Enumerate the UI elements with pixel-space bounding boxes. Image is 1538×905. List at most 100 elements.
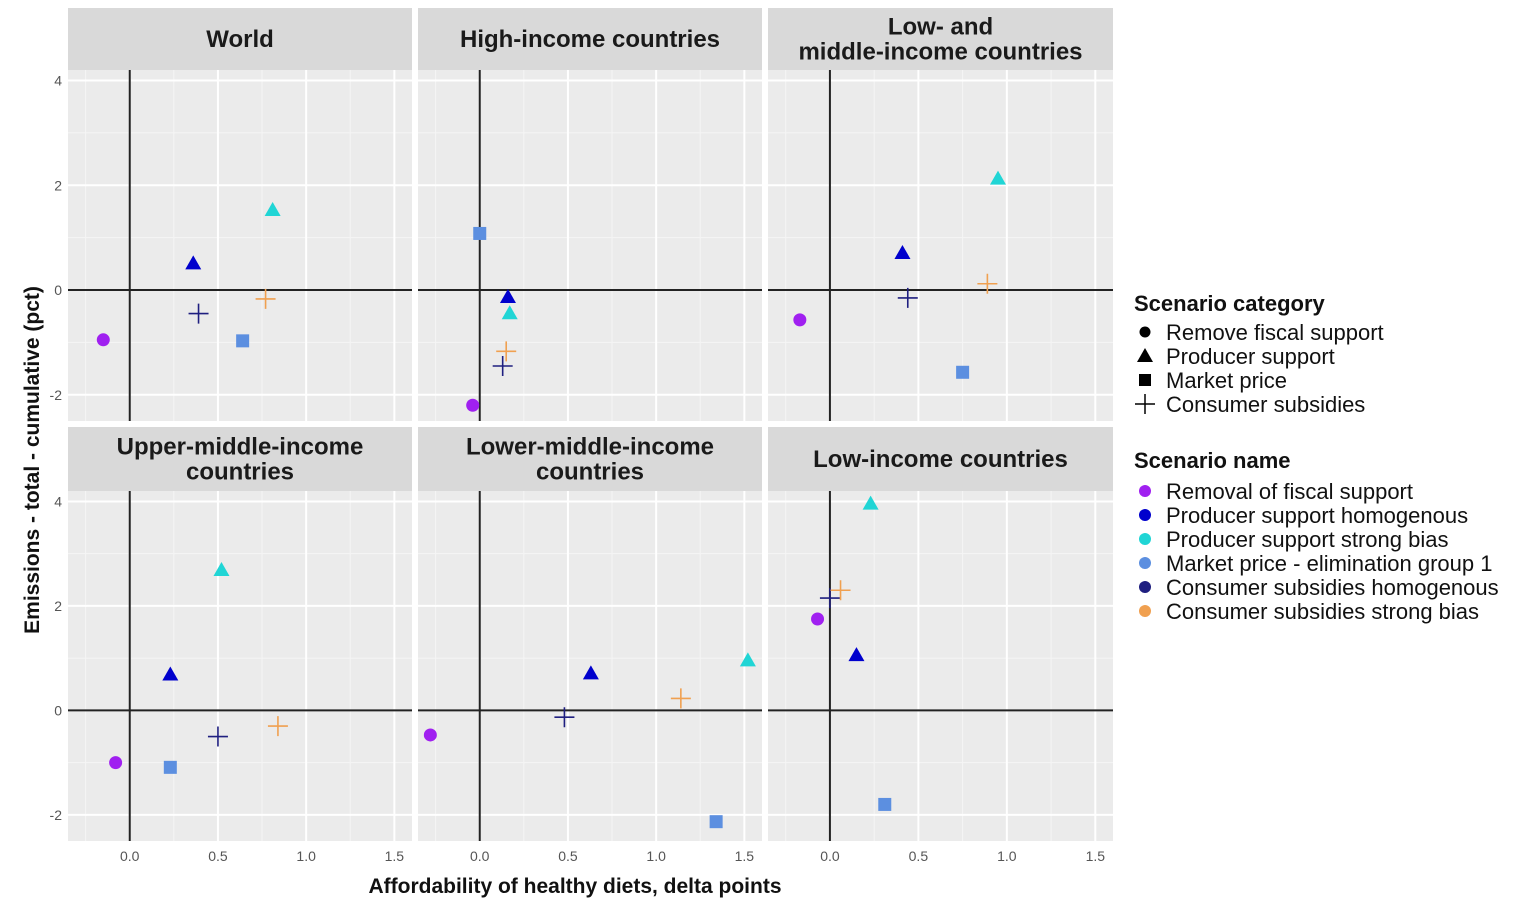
data-point	[582, 665, 599, 680]
y-tick-label: 4	[54, 493, 62, 509]
x-tick-label: 0.0	[470, 848, 490, 864]
legend-label: Consumer subsidies strong bias	[1166, 599, 1479, 624]
panel-strip	[418, 427, 762, 491]
data-point	[496, 341, 517, 362]
legend-shape-circle	[1139, 326, 1151, 338]
data-point	[236, 334, 250, 348]
data-point	[473, 226, 487, 240]
data-point	[977, 273, 998, 294]
legend-label: Market price	[1166, 368, 1287, 393]
legend-label: Producer support	[1166, 344, 1335, 369]
panel-title: middle-income countries	[798, 39, 1082, 66]
x-tick-label: 0.5	[558, 848, 578, 864]
x-tick-label: 0.5	[909, 848, 929, 864]
data-point	[501, 305, 518, 320]
legend-label: Removal of fiscal support	[1166, 479, 1413, 504]
data-point	[213, 562, 230, 577]
data-point	[185, 255, 202, 270]
data-point	[811, 612, 825, 626]
plot-background	[418, 491, 762, 841]
panel-title: Low- and	[888, 14, 993, 41]
panel-strip	[68, 427, 412, 491]
panel-strip	[418, 8, 762, 70]
legend-label: Producer support strong bias	[1166, 527, 1449, 552]
data-point	[897, 287, 918, 308]
data-point	[255, 288, 276, 309]
plot-background	[418, 70, 762, 421]
y-tick-label: -2	[50, 387, 63, 403]
plot-background	[68, 70, 412, 421]
data-point	[188, 303, 209, 324]
data-point	[163, 760, 177, 774]
legend-color-key	[1139, 581, 1151, 593]
legend-color-key	[1139, 557, 1151, 569]
legend-key	[1137, 348, 1153, 362]
data-point	[109, 756, 123, 770]
data-point	[862, 495, 879, 510]
y-axis-title: Emissions - total - cumulative (pct)	[21, 286, 44, 634]
data-point	[207, 726, 228, 747]
data-point	[956, 365, 970, 379]
panel-title: countries	[536, 459, 644, 486]
panel-title: High-income countries	[460, 26, 720, 53]
legend-shape-triangle	[1137, 348, 1153, 362]
panel-strip	[68, 8, 412, 70]
panel-strip	[768, 427, 1113, 491]
data-point	[554, 707, 575, 728]
data-point	[709, 815, 723, 829]
x-tick-label: 1.5	[1086, 848, 1106, 864]
legend-label: Consumer subsidies homogenous	[1166, 575, 1499, 600]
y-tick-label: 4	[54, 72, 62, 88]
data-point	[96, 333, 110, 347]
y-tick-label: 0	[54, 702, 62, 718]
legend-title-name: Scenario name	[1134, 448, 1291, 473]
legend-color-key	[1139, 509, 1151, 521]
data-point	[878, 797, 892, 811]
x-tick-label: 0.5	[208, 848, 228, 864]
panel-2: High-income countries	[418, 8, 762, 421]
data-point	[894, 244, 911, 259]
data-point	[739, 652, 756, 667]
panel-title: World	[206, 26, 274, 53]
data-point	[990, 170, 1006, 185]
panel-1: World 4 2 0 -2	[50, 8, 412, 421]
data-point	[670, 688, 691, 709]
data-point	[492, 355, 513, 376]
y-tick-label: 2	[54, 177, 62, 193]
panel-title: Lower-middle-income	[466, 434, 714, 461]
data-point	[264, 202, 281, 216]
x-axis-title: Affordability of healthy diets, delta po…	[368, 875, 781, 898]
legend-key	[1139, 326, 1151, 338]
panel-6: Low-income countries 0.0 0.5 1.0 1.5	[768, 427, 1113, 864]
x-tick-label: 0.0	[120, 848, 140, 864]
legend-label: Producer support homogenous	[1166, 503, 1468, 528]
x-tick-label: 1.0	[997, 848, 1017, 864]
y-tick-label: 0	[54, 282, 62, 298]
data-point	[466, 398, 480, 412]
legend-label: Consumer subsidies	[1166, 392, 1365, 417]
panel-title: Low-income countries	[813, 446, 1068, 473]
plot-background	[768, 70, 1113, 421]
legend-key	[1139, 374, 1151, 386]
legend-title-category: Scenario category	[1134, 291, 1326, 316]
panel-title: countries	[186, 459, 294, 486]
x-tick-label: 1.0	[646, 848, 666, 864]
panel-strip	[768, 8, 1113, 70]
data-point	[499, 288, 516, 303]
legend-key	[1135, 394, 1155, 414]
plot-background	[68, 491, 412, 841]
y-tick-label: -2	[50, 807, 63, 823]
data-point	[848, 647, 865, 662]
legend-label: Remove fiscal support	[1166, 320, 1384, 345]
legend-color-key	[1139, 485, 1151, 497]
data-point	[819, 588, 840, 609]
plot-background	[768, 491, 1113, 841]
legend-shape-plus	[1135, 394, 1155, 414]
x-tick-label: 0.0	[820, 848, 840, 864]
data-point	[267, 716, 288, 737]
